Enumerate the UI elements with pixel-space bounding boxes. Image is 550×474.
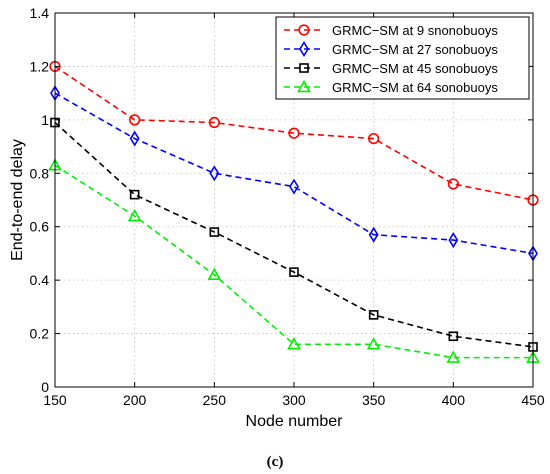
legend-entry: GRMC−SM at 27 sonobuoys [284,40,498,58]
y-tick-label: 0.8 [30,165,50,181]
legend-label: GRMC−SM at 27 sonobuoys [332,42,498,57]
legend-label: GRMC−SM at 45 sonobuoys [332,61,498,76]
y-tick-label: 0.6 [30,219,50,235]
y-tick-label: 1.4 [30,5,50,21]
data-point [289,267,299,277]
data-point [129,130,140,147]
legend-marker [297,79,311,93]
y-tick-label: 0.4 [30,272,50,288]
data-point [209,165,220,182]
x-tick-label: 350 [362,392,386,408]
data-point [368,132,380,145]
data-point [288,127,300,139]
data-point [366,337,381,350]
legend-marker [299,40,309,58]
y-axis-label: End-to-end delay [9,139,26,261]
legend-entry: GRMC−SM at 64 sonobuoys [284,79,498,95]
data-point [446,350,461,363]
series-line [54,121,534,348]
data-point [129,189,140,200]
data-point [368,226,379,243]
series-line [54,92,534,255]
data-point [208,116,220,129]
data-point [209,227,220,237]
series-3 [50,117,538,352]
y-tick-label: 0 [41,379,49,395]
series-1 [49,60,539,206]
axis-ticks: 150 200 250 300 350 400 450 0 0.2 0.4 0.6 0.8 1 1.2 1.… [30,5,545,408]
data-point [207,267,222,281]
legend-marker [298,24,310,36]
y-tick-label: 1.2 [30,58,50,74]
x-tick-label: 200 [123,392,147,408]
legend-entry: GRMC−SM at 9 snonobuoys [284,23,498,38]
legend-marker [299,63,309,73]
series-line [54,164,533,359]
data-point [448,331,459,342]
data-point [368,310,379,320]
legend-entry: GRMC−SM at 45 sonobuoys [284,61,498,76]
y-tick-label: 1 [41,112,49,128]
x-tick-label: 150 [43,392,67,408]
series-line [54,65,534,201]
legend-label: GRMC−SM at 64 sonobuoys [332,80,498,95]
y-tick-label: 0.2 [30,326,50,342]
data-point [289,178,299,195]
data-point [129,114,141,126]
x-tick-label: 400 [442,392,466,408]
data-point [127,208,142,222]
data-point [447,178,459,190]
x-tick-label: 300 [282,392,306,408]
data-point [287,337,301,350]
figure-caption: (c) [267,454,284,470]
legend: GRMC−SM at 9 snonobuoys GRMC−SM at 27 son… [275,16,530,100]
data-point [448,232,459,249]
x-tick-label: 250 [203,392,227,408]
x-axis-label: Node number [246,413,344,430]
x-tick-label: 450 [521,392,545,408]
legend-label: GRMC−SM at 9 snonobuoys [332,23,498,38]
